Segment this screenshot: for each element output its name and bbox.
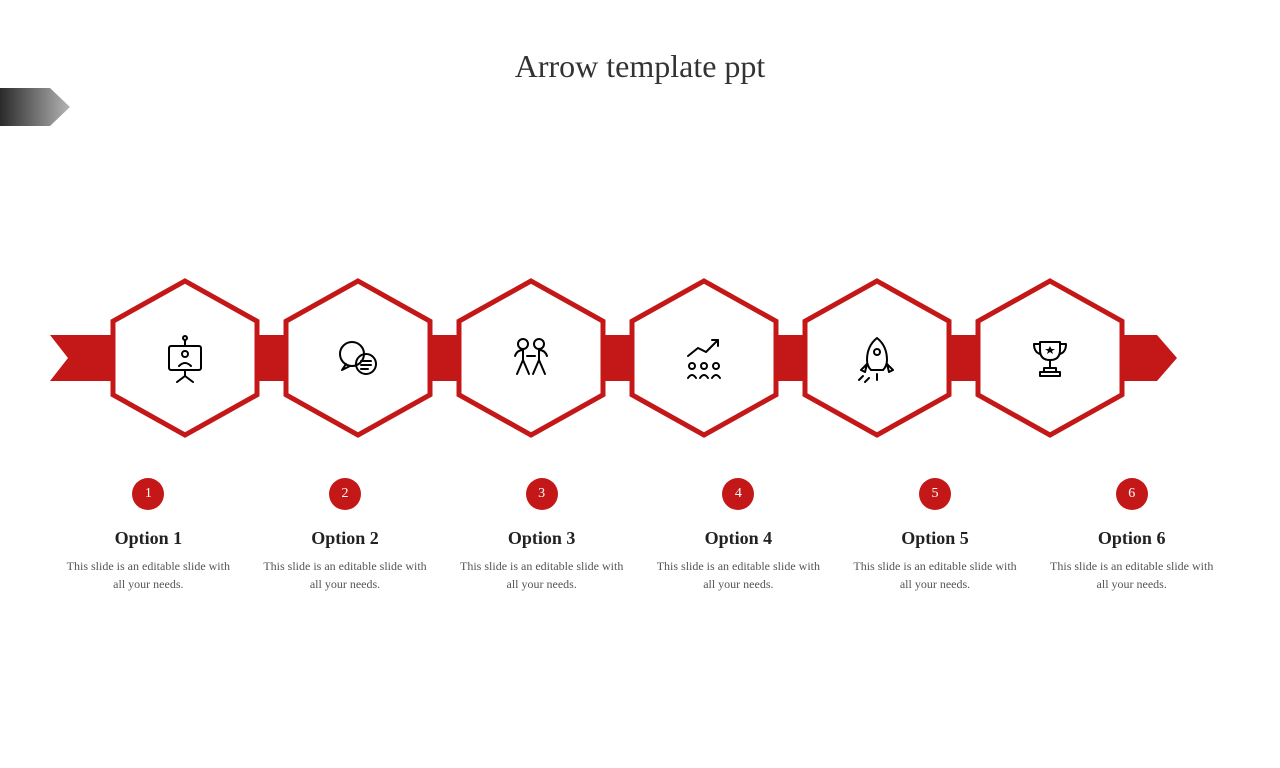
rocket-icon	[847, 328, 907, 388]
step-number-badge-3: 3	[526, 478, 558, 510]
step-hex-5	[802, 278, 952, 438]
step-label-4: 4 Option 4 This slide is an editable sli…	[640, 478, 837, 593]
step-title-5: Option 5	[847, 528, 1024, 549]
step-desc-2: This slide is an editable slide with all…	[257, 557, 434, 593]
step-label-1: 1 Option 1 This slide is an editable sli…	[50, 478, 247, 593]
page-title: Arrow template ppt	[0, 48, 1280, 85]
step-desc-5: This slide is an editable slide with all…	[847, 557, 1024, 593]
step-desc-3: This slide is an editable slide with all…	[453, 557, 630, 593]
step-desc-4: This slide is an editable slide with all…	[650, 557, 827, 593]
step-label-5: 5 Option 5 This slide is an editable sli…	[837, 478, 1034, 593]
step-title-2: Option 2	[257, 528, 434, 549]
step-title-1: Option 1	[60, 528, 237, 549]
step-number-badge-6: 6	[1116, 478, 1148, 510]
growth-people-icon	[674, 328, 734, 388]
step-label-6: 6 Option 6 This slide is an editable sli…	[1033, 478, 1230, 593]
step-title-3: Option 3	[453, 528, 630, 549]
trophy-icon	[1020, 328, 1080, 388]
step-title-6: Option 6	[1043, 528, 1220, 549]
step-title-4: Option 4	[650, 528, 827, 549]
corner-arrow-decoration	[0, 88, 70, 126]
people-hold-icon	[501, 328, 561, 388]
step-hex-3	[456, 278, 606, 438]
step-number-badge-1: 1	[132, 478, 164, 510]
presentation-icon	[155, 328, 215, 388]
step-hex-6	[975, 278, 1125, 438]
step-hex-1	[110, 278, 260, 438]
process-diagram	[50, 278, 1230, 438]
step-label-3: 3 Option 3 This slide is an editable sli…	[443, 478, 640, 593]
step-desc-1: This slide is an editable slide with all…	[60, 557, 237, 593]
step-number-badge-5: 5	[919, 478, 951, 510]
step-number-badge-2: 2	[329, 478, 361, 510]
step-number-badge-4: 4	[722, 478, 754, 510]
step-label-2: 2 Option 2 This slide is an editable sli…	[247, 478, 444, 593]
labels-row: 1 Option 1 This slide is an editable sli…	[50, 478, 1230, 593]
step-desc-6: This slide is an editable slide with all…	[1043, 557, 1220, 593]
step-hex-2	[283, 278, 433, 438]
step-hex-4	[629, 278, 779, 438]
chat-icon	[328, 328, 388, 388]
